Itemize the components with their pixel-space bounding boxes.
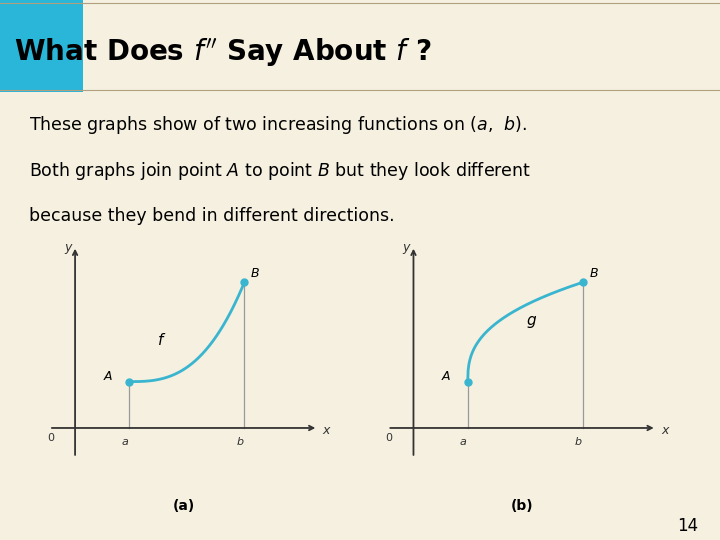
Text: b: b: [575, 436, 582, 447]
Text: f: f: [158, 333, 163, 348]
Text: g: g: [526, 313, 536, 328]
Text: x: x: [323, 424, 330, 437]
Text: y: y: [64, 241, 71, 254]
Text: (b): (b): [510, 499, 534, 513]
Text: a: a: [460, 436, 467, 447]
Text: What Does $f''$ Say About $f$ ?: What Does $f''$ Say About $f$ ?: [14, 37, 432, 70]
Text: 0: 0: [47, 433, 54, 443]
Text: a: a: [122, 436, 128, 447]
Text: b: b: [236, 436, 243, 447]
Text: Both graphs join point $A$ to point $B$ but they look different: Both graphs join point $A$ to point $B$ …: [29, 160, 531, 183]
Text: because they bend in different directions.: because they bend in different direction…: [29, 207, 395, 225]
Text: These graphs show of two increasing functions on ($a$,  $b$).: These graphs show of two increasing func…: [29, 113, 527, 136]
Text: 0: 0: [385, 433, 392, 443]
Text: x: x: [661, 424, 668, 437]
Bar: [0, 0, 83, 92]
Text: y: y: [402, 241, 410, 254]
Text: A: A: [103, 370, 112, 383]
Text: 14: 14: [678, 517, 698, 535]
Text: B: B: [589, 267, 598, 280]
Text: (a): (a): [173, 499, 194, 513]
Text: A: A: [441, 370, 450, 383]
Text: B: B: [251, 267, 259, 280]
